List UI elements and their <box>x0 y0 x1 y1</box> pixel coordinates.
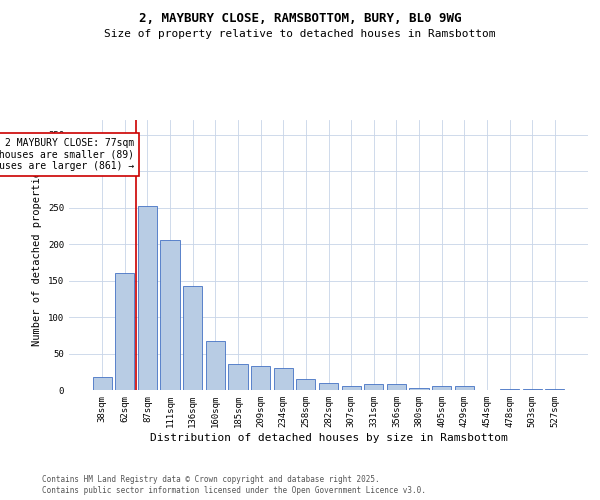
Y-axis label: Number of detached properties: Number of detached properties <box>32 164 43 346</box>
Bar <box>364 384 383 390</box>
Bar <box>251 366 270 390</box>
Text: 2, MAYBURY CLOSE, RAMSBOTTOM, BURY, BL0 9WG: 2, MAYBURY CLOSE, RAMSBOTTOM, BURY, BL0 … <box>139 12 461 26</box>
Bar <box>206 341 225 390</box>
Bar <box>138 206 157 390</box>
Bar <box>160 240 180 390</box>
Bar <box>523 388 542 390</box>
Bar <box>115 273 134 390</box>
X-axis label: Distribution of detached houses by size in Ramsbottom: Distribution of detached houses by size … <box>149 432 508 442</box>
Bar <box>409 388 428 390</box>
Bar <box>432 386 451 390</box>
Bar <box>92 377 112 390</box>
Bar <box>183 286 202 390</box>
Bar <box>387 384 406 390</box>
Text: Contains HM Land Registry data © Crown copyright and database right 2025.: Contains HM Land Registry data © Crown c… <box>42 475 380 484</box>
Bar <box>545 388 565 390</box>
Bar <box>229 364 248 390</box>
Text: Size of property relative to detached houses in Ramsbottom: Size of property relative to detached ho… <box>104 29 496 39</box>
Text: Contains public sector information licensed under the Open Government Licence v3: Contains public sector information licen… <box>42 486 426 495</box>
Bar <box>319 382 338 390</box>
Text: 2 MAYBURY CLOSE: 77sqm
← 9% of detached houses are smaller (89)
91% of semi-deta: 2 MAYBURY CLOSE: 77sqm ← 9% of detached … <box>0 138 134 172</box>
Bar <box>455 386 474 390</box>
Bar <box>296 379 316 390</box>
Bar <box>341 386 361 390</box>
Bar <box>274 368 293 390</box>
